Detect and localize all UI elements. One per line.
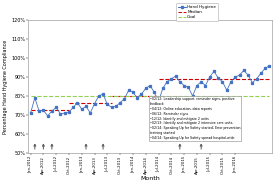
X-axis label: Month: Month <box>140 176 160 181</box>
Legend: Hand Hygiene, Median, Goal: Hand Hygiene, Median, Goal <box>176 3 218 21</box>
Text: •02/12: Leadership support, reminder signs, positive
feedback
•04/12: Online edu: •02/12: Leadership support, reminder sig… <box>150 97 240 140</box>
Y-axis label: Percentage Hand Hygiene Compliance: Percentage Hand Hygiene Compliance <box>4 39 9 134</box>
